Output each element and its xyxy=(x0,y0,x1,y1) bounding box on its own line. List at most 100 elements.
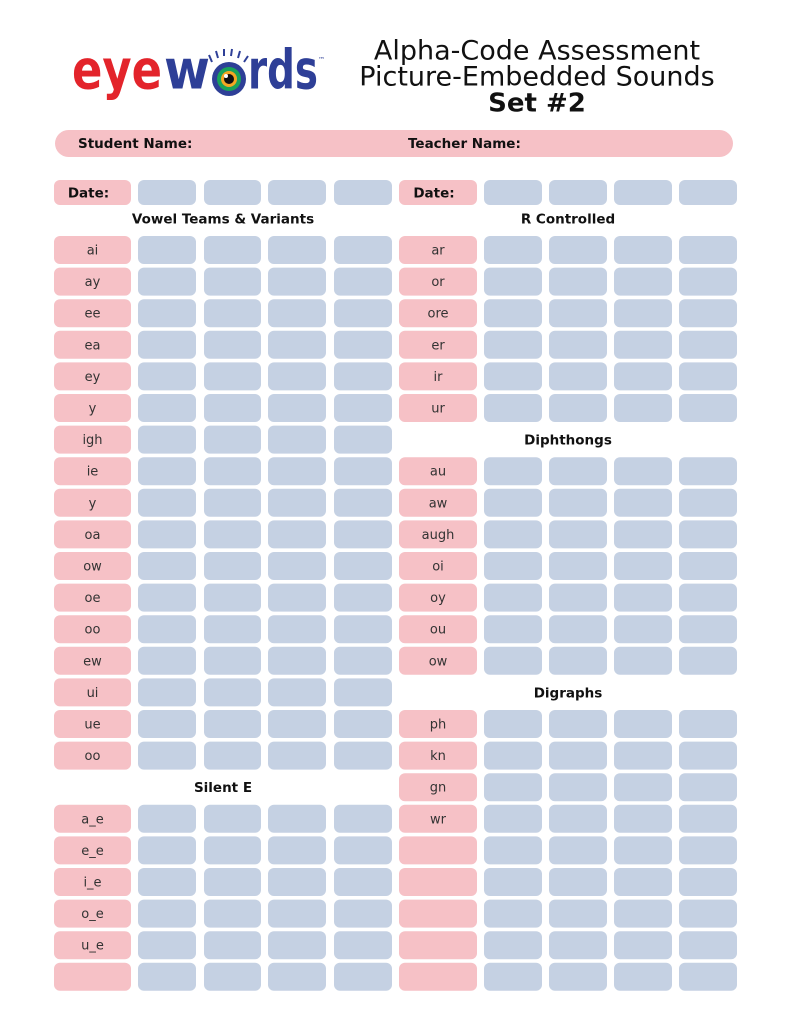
entry-cell xyxy=(549,899,607,928)
sound-label: ai xyxy=(87,244,99,259)
entry-cell xyxy=(204,552,261,580)
sound-label: igh xyxy=(82,433,102,448)
sound-label: i_e xyxy=(83,876,101,891)
entry-cell xyxy=(138,931,196,960)
entry-cell xyxy=(484,520,542,549)
entry-cell xyxy=(204,962,261,991)
entry-cell xyxy=(138,583,196,612)
label-cell xyxy=(54,394,131,422)
entry-cell xyxy=(334,362,392,391)
entry-cell xyxy=(204,267,261,296)
entry-cell xyxy=(614,457,672,486)
entry-cell xyxy=(484,457,542,486)
entry-cell xyxy=(334,457,392,486)
label-cell xyxy=(54,520,131,549)
entry-cell xyxy=(138,710,196,738)
teacher-name-label: Teacher Name: xyxy=(408,136,521,152)
sound-label: oi xyxy=(432,560,444,575)
label-cell xyxy=(399,583,477,612)
entry-cell xyxy=(204,330,261,359)
entry-cell xyxy=(138,236,196,264)
label-cell xyxy=(399,299,477,328)
entry-cell xyxy=(268,868,326,896)
label-cell xyxy=(54,678,131,707)
entry-cell xyxy=(484,899,542,928)
label-cell xyxy=(54,552,131,580)
label-cell xyxy=(399,394,477,422)
entry-cell xyxy=(204,457,261,486)
entry-cell xyxy=(549,868,607,896)
entry-cell xyxy=(268,931,326,960)
sound-label: wr xyxy=(430,812,447,827)
entry-cell xyxy=(334,583,392,612)
label-cell xyxy=(399,962,477,991)
entry-cell xyxy=(549,646,607,675)
entry-cell xyxy=(334,741,392,770)
sound-label: e_e xyxy=(81,844,104,859)
label-cell xyxy=(54,741,131,770)
entry-cell xyxy=(614,710,672,738)
entry-cell xyxy=(484,710,542,738)
entry-cell xyxy=(484,552,542,580)
entry-cell xyxy=(549,773,607,802)
label-cell xyxy=(399,180,477,205)
entry-cell xyxy=(268,330,326,359)
entry-cell xyxy=(484,741,542,770)
entry-cell xyxy=(614,646,672,675)
sound-label: ir xyxy=(434,370,444,385)
section-heading: Vowel Teams & Variants xyxy=(132,211,314,227)
entry-cell xyxy=(138,804,196,833)
entry-cell xyxy=(484,299,542,328)
label-cell xyxy=(54,931,131,960)
sound-label: aw xyxy=(429,496,448,511)
entry-cell xyxy=(549,180,607,205)
label-cell xyxy=(399,330,477,359)
entry-cell xyxy=(268,180,326,205)
entry-cell xyxy=(268,488,326,517)
entry-cell xyxy=(204,425,261,454)
entry-cell xyxy=(268,299,326,328)
entry-cell xyxy=(268,710,326,738)
label-cell xyxy=(54,457,131,486)
label-cell xyxy=(399,362,477,391)
entry-cell xyxy=(334,931,392,960)
sound-label: a_e xyxy=(81,812,103,827)
entry-cell xyxy=(268,741,326,770)
entry-cell xyxy=(138,457,196,486)
entry-cell xyxy=(549,615,607,644)
entry-cell xyxy=(204,488,261,517)
sound-label: oe xyxy=(85,591,101,606)
entry-cell xyxy=(549,804,607,833)
student-name-label: Student Name: xyxy=(78,136,192,152)
sound-label: ou xyxy=(430,623,446,638)
sound-label: ee xyxy=(85,307,101,322)
entry-cell xyxy=(614,520,672,549)
entry-cell xyxy=(268,583,326,612)
sound-label: ea xyxy=(85,338,101,353)
date-label: Date: xyxy=(68,186,109,202)
label-cell xyxy=(399,646,477,675)
entry-cell xyxy=(268,362,326,391)
entry-cell xyxy=(334,962,392,991)
section-heading: Diphthongs xyxy=(524,433,612,449)
entry-cell xyxy=(268,457,326,486)
section-heading: Silent E xyxy=(194,780,252,796)
entry-cell xyxy=(204,615,261,644)
sound-label: ow xyxy=(83,560,102,575)
entry-cell xyxy=(549,267,607,296)
entry-cell xyxy=(549,299,607,328)
entry-cell xyxy=(138,836,196,865)
entry-cell xyxy=(484,931,542,960)
entry-cell xyxy=(484,804,542,833)
sound-label: ue xyxy=(84,718,100,733)
entry-cell xyxy=(549,362,607,391)
entry-cell xyxy=(268,394,326,422)
label-cell xyxy=(54,299,131,328)
entry-cell xyxy=(679,931,737,960)
entry-cell xyxy=(204,646,261,675)
entry-cell xyxy=(549,520,607,549)
entry-cell xyxy=(268,520,326,549)
label-cell xyxy=(399,804,477,833)
label-cell xyxy=(54,868,131,896)
